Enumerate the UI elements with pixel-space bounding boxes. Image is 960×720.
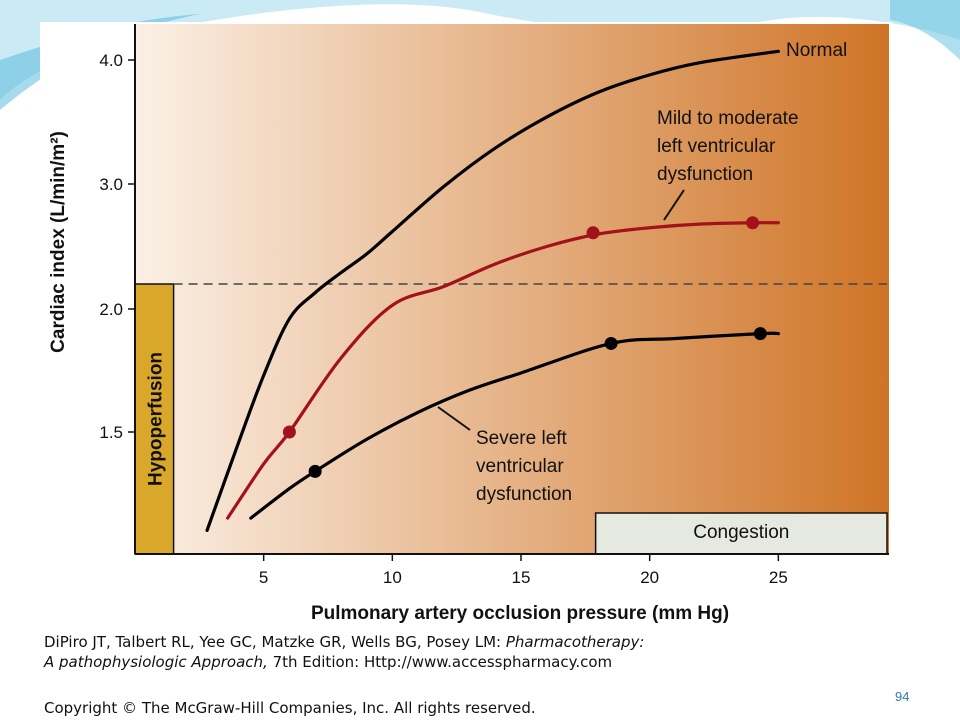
figure-panel: Hypoperfusion Congestion 5 10 15 20 25 1.5 2.0 3… <box>40 22 892 720</box>
mild-moderate-marker-2 <box>746 216 760 230</box>
severe-marker-2 <box>753 327 767 341</box>
citation-line-2: A pathophysiologic Approach, 7th Edition… <box>44 652 884 672</box>
y-tick-label-2: 3.0 <box>99 175 123 194</box>
normal-label: Normal <box>786 40 847 61</box>
y-axis-title: Cardiac index (L/min/m²) <box>48 131 69 353</box>
x-tick-label-2: 15 <box>512 568 531 587</box>
mild-moderate-label: Mild to moderate left ventricular dysfunct… <box>657 108 799 185</box>
severe-leader-line <box>437 406 471 431</box>
severe-marker-0 <box>308 464 322 478</box>
copyright-notice: Copyright © The McGraw-Hill Companies, I… <box>44 699 536 717</box>
slide-number: 94 <box>895 689 910 704</box>
y-tick-label-3: 4.0 <box>99 51 123 70</box>
severe-curve <box>249 331 780 520</box>
mild-moderate-marker-1 <box>586 226 600 240</box>
hypoperfusion-region <box>134 283 175 555</box>
hypoperfusion-label: Hypoperfusion <box>145 352 166 486</box>
mild-moderate-leader-line <box>663 189 685 221</box>
y-tick-label-0: 1.5 <box>99 423 123 442</box>
citation-authors: DiPiro JT, Talbert RL, Yee GC, Matzke GR… <box>44 633 506 651</box>
slide-wave-decoration-right <box>890 0 960 60</box>
citation-subtitle: A pathophysiologic Approach, <box>44 653 268 671</box>
x-tick-label-1: 10 <box>383 568 402 587</box>
severe-marker-1 <box>604 336 618 350</box>
x-tick-label-0: 5 <box>259 568 268 587</box>
citation-title: Pharmacotherapy: <box>505 633 645 651</box>
x-tick-label-3: 20 <box>640 568 659 587</box>
cardiac-index-chart: Hypoperfusion Congestion 5 10 15 20 25 1.5 2.0 3… <box>48 24 889 624</box>
x-tick-label-4: 25 <box>769 568 788 587</box>
congestion-label: Congestion <box>693 522 789 543</box>
citation-edition: 7th Edition: Http://www.accesspharmacy.c… <box>267 653 613 671</box>
y-tick-label-1: 2.0 <box>99 300 123 319</box>
normal-curve <box>205 49 780 532</box>
mild-moderate-marker-0 <box>282 425 296 439</box>
citation-line-1: DiPiro JT, Talbert RL, Yee GC, Matzke GR… <box>44 632 884 652</box>
severe-label: Severe left ventricular dysfunction <box>476 428 572 505</box>
x-axis-title: Pulmonary artery occlusion pressure (mm … <box>311 603 729 624</box>
figure-citation: DiPiro JT, Talbert RL, Yee GC, Matzke GR… <box>44 632 884 672</box>
